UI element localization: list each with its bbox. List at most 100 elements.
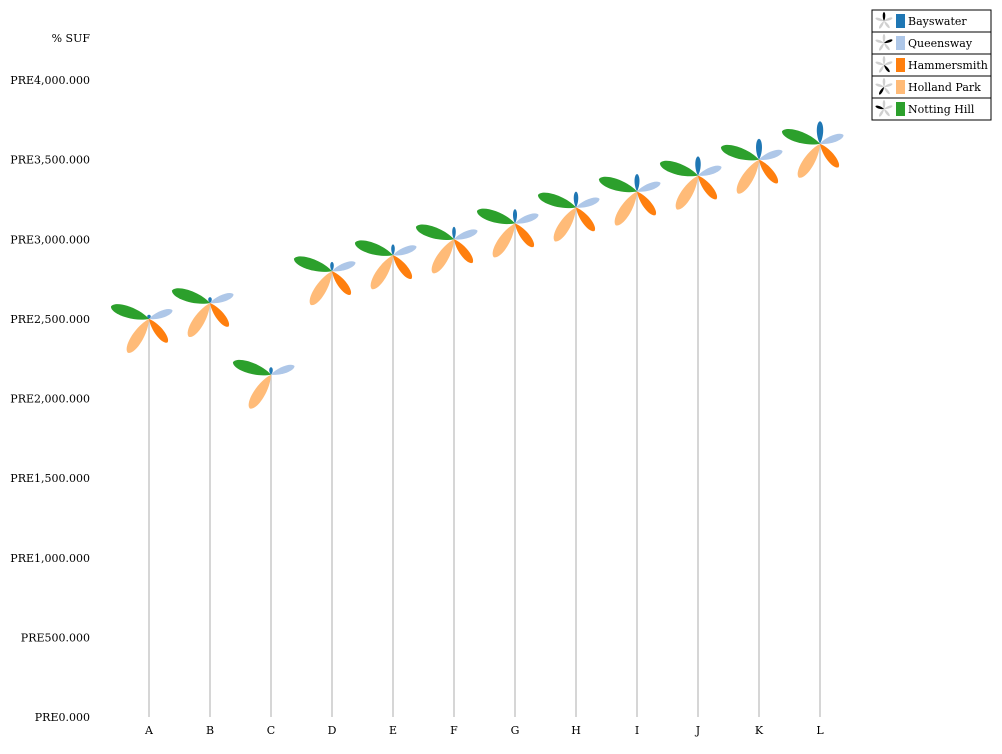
petal-holland-park	[126, 318, 149, 353]
petal-notting-hill	[537, 192, 576, 209]
legend-label: Bayswater	[908, 15, 967, 28]
petal-notting-hill	[781, 128, 820, 145]
petal-hammersmith	[210, 302, 230, 327]
legend-label: Queensway	[908, 37, 973, 50]
petal-holland-park	[797, 143, 820, 178]
legend-swatch	[896, 58, 905, 72]
petal-notting-hill	[415, 224, 454, 240]
pinwheel-E	[354, 240, 417, 290]
pinwheel-F	[415, 224, 478, 274]
legend-swatch	[896, 36, 905, 50]
petal-holland-park	[370, 255, 393, 290]
unit-label: % SUF	[52, 32, 91, 45]
stems	[148, 143, 821, 717]
petal-notting-hill	[598, 176, 637, 193]
petal-queensway	[637, 181, 661, 192]
petal-queensway	[393, 245, 417, 256]
y-tick-label: PRE0.000	[35, 711, 90, 724]
pinwheel-B	[171, 288, 234, 338]
x-tick-label: A	[144, 724, 154, 737]
legend-swatch	[896, 102, 905, 116]
petal-bayswater	[147, 314, 151, 319]
petal-holland-park	[492, 223, 515, 258]
y-tick-label: PRE500.000	[21, 631, 90, 644]
y-axis: PRE0.000 PRE500.000 PRE1,000.000 PRE1,500.0…	[10, 74, 90, 724]
petal-notting-hill	[171, 288, 210, 304]
petal-bayswater	[208, 297, 212, 303]
x-tick-label: K	[755, 724, 764, 737]
pinwheel-icon	[875, 12, 893, 29]
pinwheel-C	[232, 359, 295, 409]
petal-holland-park	[614, 191, 637, 226]
petal-holland-park	[675, 175, 698, 210]
x-tick-label: C	[267, 724, 275, 737]
petal-hammersmith	[454, 239, 474, 264]
petal-holland-park	[309, 271, 332, 306]
petal-queensway	[759, 149, 783, 160]
x-tick-label: L	[816, 724, 824, 737]
petal-holland-park	[553, 207, 576, 242]
y-tick-label: PRE2,500.000	[10, 313, 90, 326]
legend-swatch	[896, 80, 905, 94]
petal-hammersmith	[820, 143, 840, 168]
petal-bayswater	[573, 191, 579, 208]
petal-queensway	[210, 293, 234, 304]
petal-hammersmith	[576, 207, 596, 232]
pinwheel-icon	[875, 78, 893, 95]
x-tick-label: B	[206, 724, 214, 737]
pinwheel-A	[110, 304, 173, 353]
petal-notting-hill	[476, 208, 515, 225]
petal-bayswater	[816, 121, 824, 144]
petal-hammersmith	[515, 223, 535, 248]
petal-queensway	[149, 308, 173, 320]
petal-hammersmith	[332, 271, 352, 295]
pinwheel-H	[537, 191, 600, 242]
petal-hammersmith	[698, 175, 718, 200]
petal-notting-hill	[354, 240, 393, 256]
petal-notting-hill	[232, 359, 271, 376]
pinwheel-J	[659, 156, 722, 210]
petal-queensway	[454, 229, 478, 240]
x-axis: A B C D E F G H I J K L	[144, 724, 824, 737]
petal-bayswater	[391, 244, 395, 256]
petal-hammersmith	[149, 318, 169, 343]
petal-notting-hill	[110, 304, 149, 320]
petal-bayswater	[634, 173, 640, 192]
pinwheel-D	[293, 256, 356, 306]
petal-hammersmith	[393, 255, 413, 280]
petal-notting-hill	[293, 256, 332, 272]
y-tick-label: PRE3,000.000	[10, 233, 90, 246]
petal-hammersmith	[759, 159, 779, 184]
petal-bayswater	[452, 226, 456, 240]
petal-hammersmith	[637, 191, 657, 216]
petal-bayswater	[695, 156, 701, 176]
pinwheel-icon	[875, 34, 893, 51]
pinwheel-icon	[875, 100, 893, 117]
x-tick-label: F	[450, 724, 458, 737]
legend-swatch	[896, 14, 905, 28]
x-tick-label: G	[511, 724, 520, 737]
petal-bayswater	[512, 209, 518, 224]
x-tick-label: H	[571, 724, 581, 737]
x-tick-label: E	[389, 724, 397, 737]
pinwheel-icon	[875, 56, 893, 73]
petal-bayswater	[330, 261, 334, 272]
petal-queensway	[576, 197, 600, 208]
y-tick-label: PRE4,000.000	[10, 74, 90, 87]
legend-label: Holland Park	[908, 81, 981, 94]
petal-queensway	[820, 133, 844, 145]
petal-bayswater	[269, 367, 273, 375]
y-tick-label: PRE1,000.000	[10, 552, 90, 565]
petal-queensway	[332, 261, 356, 272]
y-tick-label: PRE3,500.000	[10, 154, 90, 167]
pinwheel-L	[781, 121, 844, 178]
x-tick-label: I	[635, 724, 639, 737]
petal-holland-park	[736, 159, 759, 194]
petal-queensway	[271, 364, 295, 375]
x-tick-label: D	[328, 724, 337, 737]
petal-notting-hill	[659, 160, 698, 177]
y-tick-label: PRE1,500.000	[10, 472, 90, 485]
x-tick-label: J	[695, 724, 700, 737]
legend-label: Hammersmith	[908, 59, 988, 72]
